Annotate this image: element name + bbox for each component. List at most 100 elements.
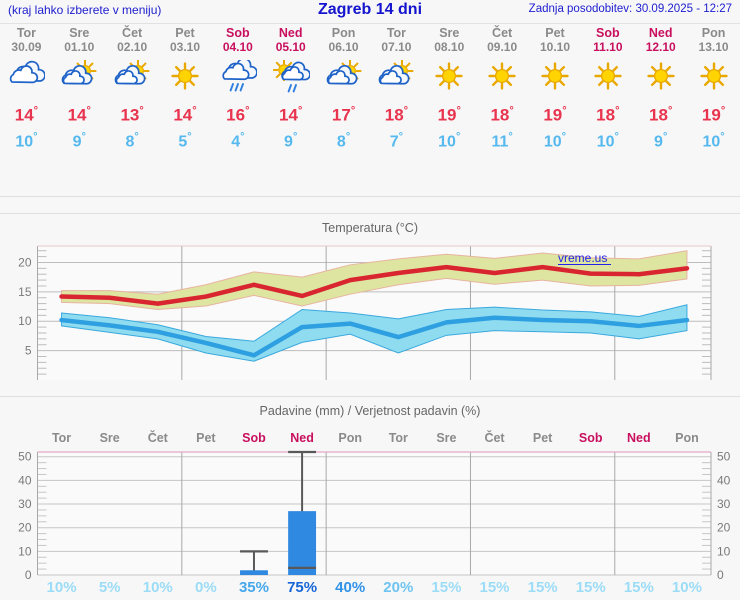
day-date: 12.10 xyxy=(645,40,676,54)
day-column-3[interactable]: Čet 02.10 13° 8° xyxy=(106,26,159,152)
svg-text:10: 10 xyxy=(18,544,32,558)
day-name: Pet xyxy=(545,26,565,40)
svg-text:75%: 75% xyxy=(287,579,317,596)
day-date: 01.10 xyxy=(64,40,95,54)
day-name: Sre xyxy=(69,26,90,40)
day-date: 09.10 xyxy=(487,40,518,54)
partly-sunny-icon xyxy=(370,56,423,98)
temp-min: 8° xyxy=(125,130,139,150)
day-column-12[interactable]: Sob 11.10 18° 10° xyxy=(581,26,634,152)
day-date: 03.10 xyxy=(169,40,200,54)
temp-max: 19° xyxy=(437,105,461,125)
svg-text:10: 10 xyxy=(717,544,731,558)
temp-min: 10° xyxy=(543,130,567,150)
temp-max: 18° xyxy=(649,105,673,125)
precipitation-chart: Tor Sre Čet Pet Sob Ned Pon Tor Sre Čet Pet Sob Ned P… xyxy=(18,430,731,596)
temp-min: 10° xyxy=(596,130,619,150)
day-name: Pon xyxy=(701,26,726,40)
sunny-icon xyxy=(529,56,582,98)
sunny-icon xyxy=(634,56,687,98)
precipitation-chart-title: Padavine (mm) / Verjetnost padavin (%) xyxy=(259,404,481,418)
day-column-1[interactable]: Tor 30.09 14° 10° xyxy=(0,26,53,152)
day-column-2[interactable]: Sre 01.10 14° 9° xyxy=(53,26,106,152)
svg-text:Sob: Sob xyxy=(242,431,266,445)
temp-min: 9° xyxy=(284,130,298,150)
day-name: Pon xyxy=(331,26,356,40)
temp-max: 16° xyxy=(226,105,250,125)
temp-max: 14° xyxy=(279,105,303,125)
day-column-7[interactable]: Pon 06.10 17° 8° xyxy=(317,26,370,152)
day-column-5[interactable]: Sob 04.10 16° 4° xyxy=(211,26,264,152)
svg-text:20: 20 xyxy=(18,521,32,535)
svg-text:Tor: Tor xyxy=(52,431,71,445)
temp-min: 11° xyxy=(491,130,513,150)
svg-text:15%: 15% xyxy=(528,579,558,596)
temp-min: 5° xyxy=(178,130,192,150)
svg-text:Sre: Sre xyxy=(100,431,120,445)
svg-text:10: 10 xyxy=(18,314,32,328)
day-name: Pet xyxy=(175,26,195,40)
sunny-icon xyxy=(687,56,740,98)
svg-text:Pon: Pon xyxy=(338,431,362,445)
day-date: 06.10 xyxy=(328,40,359,54)
day-name: Tor xyxy=(386,26,407,40)
day-name: Ned xyxy=(648,26,673,40)
cloudy-icon xyxy=(0,56,53,98)
day-column-14[interactable]: Pon 13.10 19° 10° xyxy=(687,26,740,152)
temp-max: 14° xyxy=(173,105,197,125)
day-date: 04.10 xyxy=(222,40,253,54)
forecast-day-strip: Tor 30.09 14° 10° Sre 01.10 14° 9° Čet 02.10 13° 8°… xyxy=(0,26,740,186)
temp-max: 17° xyxy=(331,105,356,125)
svg-text:20: 20 xyxy=(18,255,32,269)
day-column-9[interactable]: Sre 08.10 19° 10° xyxy=(423,26,476,152)
day-column-13[interactable]: Ned 12.10 18° 9° xyxy=(634,26,687,152)
svg-text:10%: 10% xyxy=(143,579,173,596)
day-column-11[interactable]: Pet 10.10 19° 10° xyxy=(529,26,582,152)
sun-rain-icon xyxy=(264,56,317,98)
svg-text:30: 30 xyxy=(717,497,731,511)
svg-text:15%: 15% xyxy=(431,579,461,596)
svg-text:5%: 5% xyxy=(99,579,121,596)
svg-text:35%: 35% xyxy=(239,579,269,596)
temp-max: 13° xyxy=(120,105,144,125)
temp-max: 18° xyxy=(384,105,409,125)
temperature-chart: 5 10 15 20 vreme.us xyxy=(18,245,712,380)
temp-min: 10° xyxy=(15,130,38,150)
svg-text:15%: 15% xyxy=(480,579,510,596)
svg-text:Pon: Pon xyxy=(675,431,699,445)
day-name: Tor xyxy=(16,26,37,40)
partly-sunny-icon xyxy=(317,56,370,98)
svg-text:50: 50 xyxy=(18,450,32,464)
page-header: (kraj lahko izberete v meniju) Zagreb 14… xyxy=(0,0,740,22)
location-hint: (kraj lahko izberete v meniju) xyxy=(8,3,162,17)
day-date: 11.10 xyxy=(593,40,623,54)
day-column-10[interactable]: Čet 09.10 18° 11° xyxy=(476,26,529,152)
svg-text:Ned: Ned xyxy=(627,431,651,445)
temp-min: 10° xyxy=(702,130,725,150)
svg-text:Čet: Čet xyxy=(148,430,169,445)
day-column-8[interactable]: Tor 07.10 18° 7° xyxy=(370,26,423,152)
chart-divider xyxy=(0,396,740,397)
svg-text:0: 0 xyxy=(717,568,724,582)
page-title: Zagreb 14 dni xyxy=(317,1,423,18)
svg-text:30: 30 xyxy=(18,497,32,511)
svg-text:15%: 15% xyxy=(624,579,654,596)
svg-text:vreme.us: vreme.us xyxy=(558,251,607,265)
day-name: Sob xyxy=(596,26,620,40)
sunny-icon xyxy=(581,56,634,98)
temp-max: 14° xyxy=(67,105,91,125)
day-column-4[interactable]: Pet 03.10 14° 5° xyxy=(159,26,212,152)
temperature-chart-title: Temperatura (°C) xyxy=(322,221,418,235)
svg-text:0: 0 xyxy=(25,568,32,582)
svg-text:40: 40 xyxy=(717,473,731,487)
svg-text:Sre: Sre xyxy=(436,431,456,445)
day-column-6[interactable]: Ned 05.10 14° 9° xyxy=(264,26,317,152)
day-date: 05.10 xyxy=(275,40,306,54)
temp-min: 9° xyxy=(72,130,86,150)
temp-min: 4° xyxy=(231,130,245,150)
day-name: Čet xyxy=(122,26,143,40)
header-divider xyxy=(0,23,740,24)
sunny-icon xyxy=(476,56,529,98)
temp-max: 18° xyxy=(490,105,514,125)
svg-text:0%: 0% xyxy=(195,579,217,596)
